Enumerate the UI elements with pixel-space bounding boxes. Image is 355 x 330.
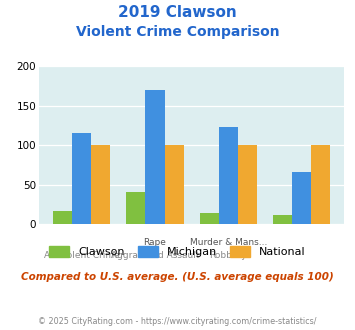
Text: Aggravated Assault: Aggravated Assault	[111, 251, 199, 260]
Bar	[72, 133, 91, 224]
Text: © 2025 CityRating.com - https://www.cityrating.com/crime-statistics/: © 2025 CityRating.com - https://www.city…	[38, 317, 317, 326]
Legend: Clawson, Michigan, National: Clawson, Michigan, National	[45, 242, 310, 261]
Text: Murder & Mans...: Murder & Mans...	[190, 238, 267, 247]
Text: All Violent Crime: All Violent Crime	[44, 251, 119, 260]
Bar	[200, 213, 219, 224]
Text: Compared to U.S. average. (U.S. average equals 100): Compared to U.S. average. (U.S. average …	[21, 272, 334, 282]
Text: Violent Crime Comparison: Violent Crime Comparison	[76, 25, 279, 39]
Bar	[238, 145, 257, 224]
Bar	[126, 192, 146, 224]
Bar	[311, 145, 331, 224]
Text: 2019 Clawson: 2019 Clawson	[118, 5, 237, 20]
Bar	[273, 215, 292, 224]
Bar	[164, 145, 184, 224]
Bar	[219, 127, 238, 224]
Bar	[53, 211, 72, 224]
Bar	[91, 145, 110, 224]
Bar	[146, 90, 164, 224]
Text: Robbery: Robbery	[209, 251, 247, 260]
Text: Rape: Rape	[143, 238, 166, 247]
Bar	[292, 172, 311, 224]
